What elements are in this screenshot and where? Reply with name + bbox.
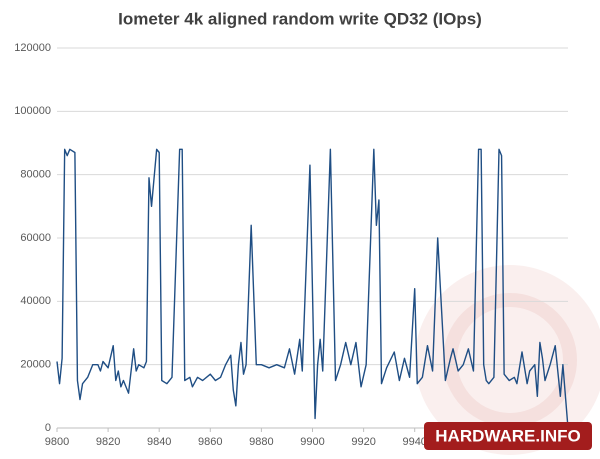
x-tick-label: 9820 [96,436,120,448]
y-tick-label: 120000 [14,42,51,54]
data-line [56,148,569,429]
y-tick-label: 0 [45,422,51,434]
x-tick-label: 9840 [147,436,171,448]
x-tick-label: 9800 [45,436,69,448]
x-tick-label: 9900 [300,436,324,448]
y-tick-label: 80000 [20,169,51,181]
y-tick-label: 100000 [14,105,51,117]
y-tick-label: 60000 [20,232,51,244]
watermark-text: HARDWARE.INFO [435,426,580,445]
x-tick-label: 9880 [249,436,273,448]
y-tick-label: 20000 [20,359,51,371]
x-tick-label: 9860 [198,436,222,448]
watermark-logo [415,265,600,455]
chart-title: Iometer 4k aligned random write QD32 (IO… [118,9,482,28]
y-tick-label: 40000 [20,295,51,307]
x-tick-label: 9920 [351,436,375,448]
x-tick-label: 9940 [402,436,426,448]
watermark-badge [424,422,592,450]
